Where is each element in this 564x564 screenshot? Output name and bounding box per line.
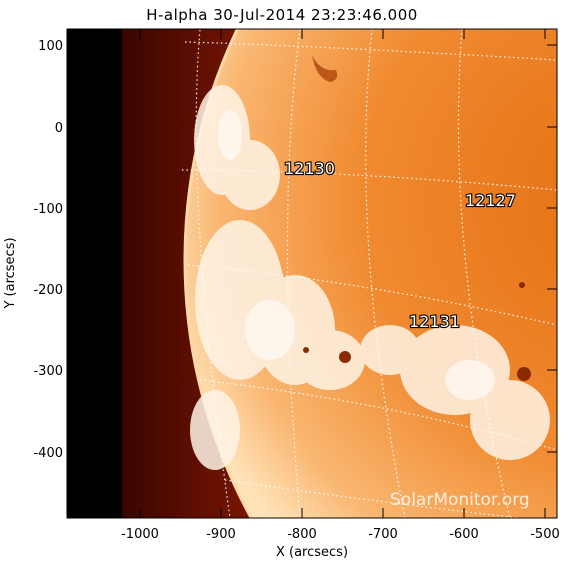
x-tick-labels: -1000 -900 -800 -700 -600 -500 bbox=[121, 527, 560, 542]
region-labels: 12130 12127 12131 bbox=[283, 158, 517, 332]
x-tick-marks bbox=[139, 29, 546, 518]
sunspots bbox=[303, 282, 531, 381]
solar-image: 12130 12127 12131 SolarMonitor.org bbox=[67, 29, 557, 518]
x-tick-label: -900 bbox=[206, 527, 236, 542]
heliographic-grid bbox=[181, 29, 557, 518]
y-tick-label: 0 bbox=[55, 121, 63, 136]
y-axis-label: Y (arcsecs) bbox=[3, 237, 18, 309]
x-axis-label: X (arcsecs) bbox=[276, 545, 348, 560]
y-tick-label: -400 bbox=[33, 446, 63, 461]
solar-limb-edge bbox=[183, 29, 254, 518]
y-tick-label: 100 bbox=[38, 39, 63, 54]
x-tick-label: -500 bbox=[530, 527, 560, 542]
watermark: SolarMonitor.org bbox=[390, 490, 530, 510]
filament bbox=[312, 55, 338, 82]
x-tick-label: -700 bbox=[368, 527, 398, 542]
y-tick-label: -300 bbox=[33, 364, 63, 379]
y-tick-labels: 100 0 -100 -200 -300 -400 bbox=[33, 39, 63, 461]
region-label-12131: 12131 bbox=[409, 312, 460, 331]
x-tick-label: -800 bbox=[287, 527, 317, 542]
plage-cores bbox=[218, 110, 495, 400]
plot-frame bbox=[66, 28, 558, 519]
y-tick-label: -100 bbox=[33, 202, 63, 217]
x-tick-label: -600 bbox=[449, 527, 479, 542]
region-label-12127: 12127 bbox=[465, 191, 516, 210]
x-tick-label: -1000 bbox=[121, 527, 159, 542]
y-tick-label: -200 bbox=[33, 283, 63, 298]
y-tick-marks bbox=[67, 44, 557, 453]
region-label-12130: 12130 bbox=[284, 159, 335, 178]
plot-title: H-alpha 30-Jul-2014 23:23:46.000 bbox=[146, 6, 418, 24]
